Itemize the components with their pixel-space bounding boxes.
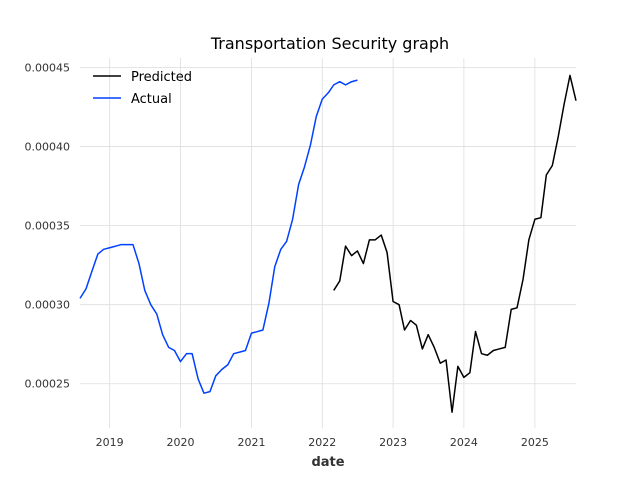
legend-label: Predicted (131, 70, 192, 85)
legend: Predicted Actual (93, 70, 192, 107)
legend-label: Actual (131, 92, 172, 107)
series-line-predicted (333, 74, 577, 413)
x-tick-label: 2025 (521, 436, 549, 449)
x-tick-label: 2024 (450, 436, 478, 449)
x-tick-label: 2023 (379, 436, 407, 449)
series-line-actual (79, 79, 358, 394)
y-tick-label: 0.00045 (25, 61, 71, 74)
chart-title: Transportation Security graph (210, 34, 449, 53)
grid-lines (80, 58, 576, 428)
x-tick-label: 2019 (96, 436, 124, 449)
tick-labels: 2019 2020 2021 2022 2023 2024 2025 0.00025 0.000… (25, 61, 549, 449)
y-tick-label: 0.00040 (25, 141, 71, 154)
series-lines (79, 74, 577, 413)
x-tick-label: 2022 (308, 436, 336, 449)
y-tick-label: 0.00035 (25, 220, 71, 233)
x-tick-label: 2020 (166, 436, 194, 449)
y-tick-label: 0.00030 (25, 299, 71, 312)
x-tick-label: 2021 (237, 436, 265, 449)
y-tick-label: 0.00025 (25, 378, 71, 391)
x-axis-label: date (311, 455, 344, 470)
